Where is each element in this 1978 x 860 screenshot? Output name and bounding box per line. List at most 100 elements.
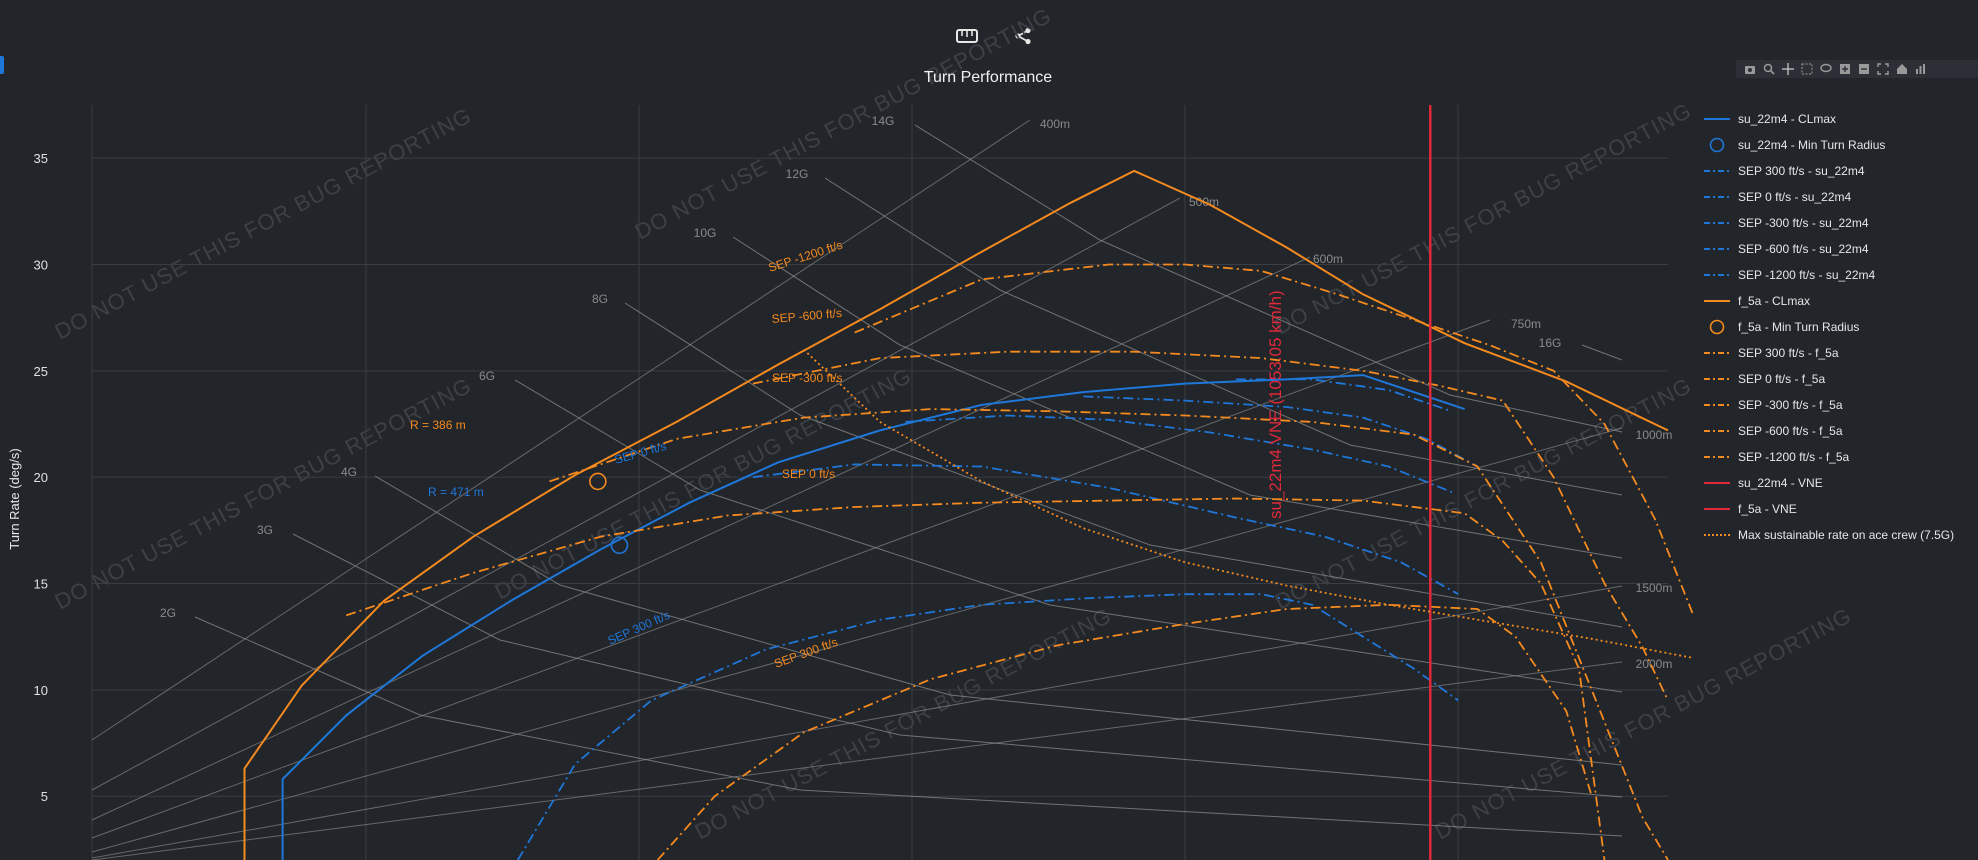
legend-label: SEP 300 ft/s - f_5a xyxy=(1738,346,1839,360)
autoscale-button[interactable] xyxy=(1875,61,1891,77)
g-isoline xyxy=(1581,344,1623,361)
legend-label: SEP -600 ft/s - f_5a xyxy=(1738,424,1843,438)
g-isoline-label: 3G xyxy=(257,523,273,537)
legend-item-sep-300-ft-s-su-22m4[interactable]: SEP 300 ft/s - su_22m4 xyxy=(1700,158,1978,184)
legend-swatch xyxy=(1704,170,1730,172)
legend-swatch xyxy=(1704,222,1730,224)
legend-label: Max sustainable rate on ace crew (7.5G) xyxy=(1738,528,1955,542)
legend-item-sep-0-ft-s-f-5a[interactable]: SEP 0 ft/s - f_5a xyxy=(1700,366,1978,392)
plotly-logo-icon xyxy=(1916,64,1925,74)
y-tick-label: 10 xyxy=(34,683,48,698)
annotation-label: SEP -300 ft/s xyxy=(772,371,842,385)
legend-label: su_22m4 - Min Turn Radius xyxy=(1738,138,1886,152)
autoscale-icon xyxy=(1877,63,1889,75)
chart-modebar xyxy=(1736,60,1978,78)
radius-isoline-label: 1000m xyxy=(1636,428,1673,442)
plotly-logo-button[interactable] xyxy=(1913,61,1929,77)
legend-swatch xyxy=(1704,378,1730,380)
share-button[interactable] xyxy=(1006,20,1040,52)
g-isoline-label: 12G xyxy=(786,167,809,181)
y-axis-title: Turn Rate (deg/s) xyxy=(7,448,22,549)
legend-label: su_22m4 - CLmax xyxy=(1738,112,1837,126)
legend-swatch xyxy=(1704,456,1730,458)
g-isoline-label: 10G xyxy=(694,226,717,240)
legend-swatch xyxy=(1704,248,1730,250)
watermark-text: DO NOT USE THIS FOR BUG REPORTING xyxy=(691,603,1116,845)
legend-marker xyxy=(1709,137,1725,153)
series-sep-300-ft-s-su-22m4 xyxy=(517,593,1459,860)
legend-swatch xyxy=(1704,534,1730,536)
top-toolbar xyxy=(950,20,1040,52)
legend-item-sep-300-ft-s-f-5a[interactable]: SEP 300 ft/s - f_5a xyxy=(1700,340,1978,366)
series-f-5a-clmax xyxy=(243,169,1669,860)
g-isoline xyxy=(914,124,1623,433)
legend-item-f-5a-clmax[interactable]: f_5a - CLmax xyxy=(1700,288,1978,314)
legend-item-su-22m4-min-turn-radius[interactable]: su_22m4 - Min Turn Radius xyxy=(1700,132,1978,158)
ruler-button[interactable] xyxy=(950,20,984,52)
legend-swatch xyxy=(1709,137,1725,153)
zoom-out-icon xyxy=(1859,64,1869,74)
legend-swatch xyxy=(1704,196,1730,198)
y-tick-label: 20 xyxy=(34,470,48,485)
legend-item-sep-300-ft-s-su-22m4[interactable]: SEP -300 ft/s - su_22m4 xyxy=(1700,210,1978,236)
legend-label: f_5a - CLmax xyxy=(1738,294,1811,308)
grid-layer: 5 10 15 20 25 30 35 xyxy=(34,105,1668,860)
legend-item-su-22m4-clmax[interactable]: su_22m4 - CLmax xyxy=(1700,106,1978,132)
home-icon xyxy=(1897,64,1907,74)
zoom-in-button[interactable] xyxy=(1837,61,1853,77)
radius-isoline xyxy=(91,197,1181,791)
series-f-5a-min-turn-radius xyxy=(589,472,607,491)
watermark-text: DO NOT USE THIS FOR BUG REPORTING xyxy=(631,3,1056,245)
camera-button[interactable] xyxy=(1742,61,1758,77)
zoom-out-button[interactable] xyxy=(1856,61,1872,77)
ruler-icon xyxy=(956,29,978,43)
legend-swatch xyxy=(1704,482,1730,484)
legend-swatch xyxy=(1704,508,1730,510)
series-sep-600-ft-s-f-5a xyxy=(752,350,1669,701)
watermark-text: DO NOT USE THIS FOR BUG REPORTING xyxy=(491,363,916,605)
isoline-layer: 2G3G4G6G8G10G12G14G16G400m500m600m750m10… xyxy=(91,114,1673,860)
series-sep-300-ft-s-su-22m4 xyxy=(905,414,1453,493)
legend-item-f-5a-min-turn-radius[interactable]: f_5a - Min Turn Radius xyxy=(1700,314,1978,340)
series-sep-1200-ft-s-su-22m4 xyxy=(1235,378,1453,413)
zoom-button[interactable] xyxy=(1761,61,1777,77)
pan-button[interactable] xyxy=(1780,61,1796,77)
lasso-icon xyxy=(1820,63,1832,73)
g-isoline xyxy=(824,177,1623,496)
legend-item-sep-1200-ft-s-su-22m4[interactable]: SEP -1200 ft/s - su_22m4 xyxy=(1700,262,1978,288)
legend-label: SEP 0 ft/s - su_22m4 xyxy=(1738,190,1852,204)
legend-label: SEP -300 ft/s - f_5a xyxy=(1738,398,1843,412)
radius-isoline xyxy=(91,119,1031,741)
annotation-label: su_22m4 VNE (1053.05 km/h) xyxy=(1266,290,1285,519)
legend-label: f_5a - VNE xyxy=(1738,502,1797,516)
radius-isoline xyxy=(91,661,1623,860)
box-select-icon xyxy=(1801,63,1813,75)
radius-isoline xyxy=(91,256,1311,821)
home-button[interactable] xyxy=(1894,61,1910,77)
legend-swatch xyxy=(1704,352,1730,354)
series-sep-0-ft-s-f-5a xyxy=(345,497,1606,860)
annotation-label: SEP 300 ft/s xyxy=(772,635,839,671)
legend-swatch xyxy=(1704,274,1730,276)
legend-item-f-5a-vne[interactable]: f_5a - VNE xyxy=(1700,496,1978,522)
legend-item-sep-0-ft-s-su-22m4[interactable]: SEP 0 ft/s - su_22m4 xyxy=(1700,184,1978,210)
g-isoline-label: 4G xyxy=(341,465,357,479)
legend-item-sep-1200-ft-s-f-5a[interactable]: SEP -1200 ft/s - f_5a xyxy=(1700,444,1978,470)
g-isoline-label: 16G xyxy=(1539,336,1562,350)
left-scroll-marker xyxy=(0,56,4,74)
legend-item-sep-600-ft-s-f-5a[interactable]: SEP -600 ft/s - f_5a xyxy=(1700,418,1978,444)
annotation-label: R = 386 m xyxy=(410,418,466,432)
legend-item-su-22m4-vne[interactable]: su_22m4 - VNE xyxy=(1700,470,1978,496)
series-layer xyxy=(243,105,1695,860)
watermark-text: DO NOT USE THIS FOR BUG REPORTING xyxy=(1271,373,1696,615)
legend-item-sep-600-ft-s-su-22m4[interactable]: SEP -600 ft/s - su_22m4 xyxy=(1700,236,1978,262)
legend-item-max-sustainable-rate-on-ace-crew-7-5g[interactable]: Max sustainable rate on ace crew (7.5G) xyxy=(1700,522,1978,548)
y-tick-label: 25 xyxy=(34,364,48,379)
legend-item-sep-300-ft-s-f-5a[interactable]: SEP -300 ft/s - f_5a xyxy=(1700,392,1978,418)
box-select-button[interactable] xyxy=(1799,61,1815,77)
y-tick-label: 35 xyxy=(34,151,48,166)
series-sep-600-ft-s-su-22m4 xyxy=(1083,395,1478,468)
annotation-label: R = 471 m xyxy=(428,485,484,499)
radius-isoline-label: 750m xyxy=(1511,317,1541,331)
lasso-button[interactable] xyxy=(1818,61,1834,77)
